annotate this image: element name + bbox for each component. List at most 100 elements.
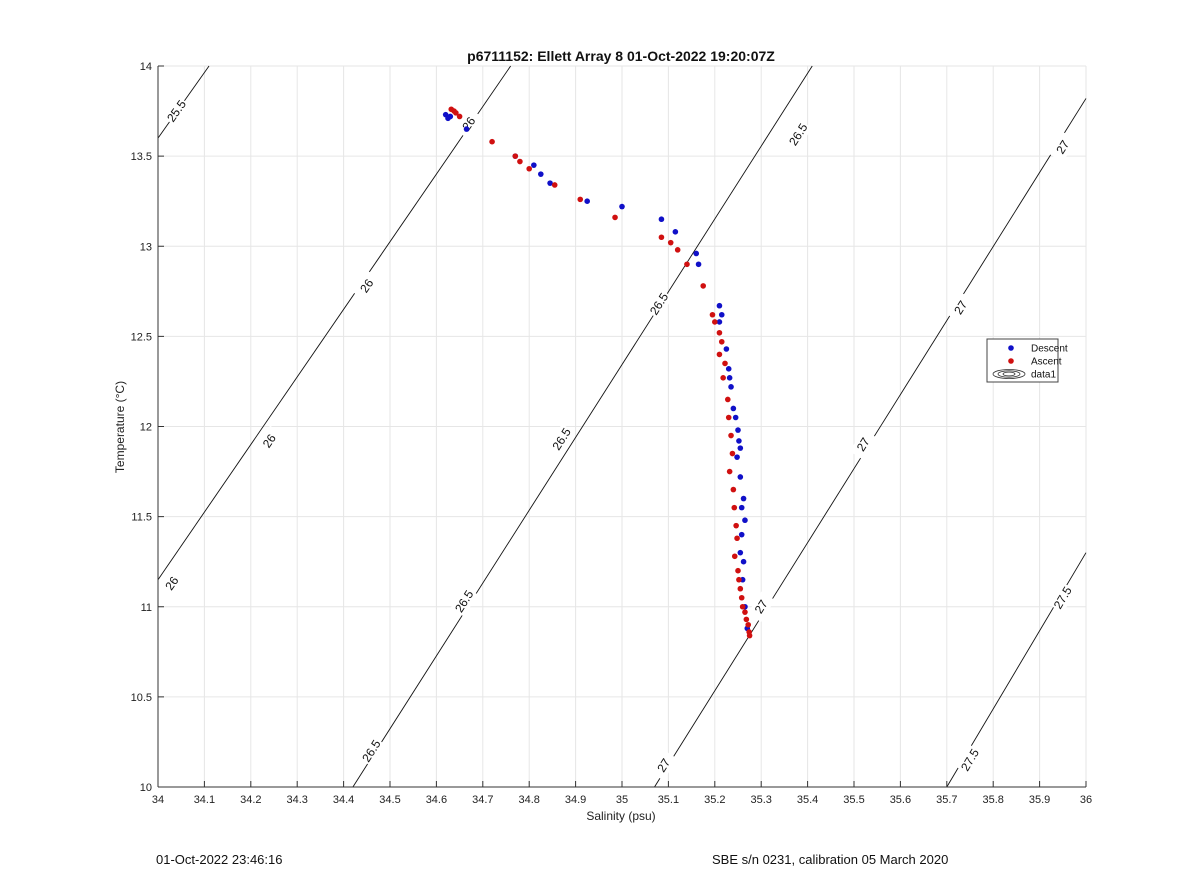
- x-tick-label: 34.7: [472, 794, 493, 806]
- footer-calibration-note: SBE s/n 0231, calibration 05 March 2020: [712, 852, 949, 867]
- ascent-point: [739, 603, 746, 610]
- chart-title: p6711152: Ellett Array 8 01-Oct-2022 19:…: [467, 48, 775, 64]
- descent-point: [734, 454, 740, 460]
- contour-label-bg: [162, 95, 191, 127]
- legend: Descent Ascent data1: [986, 338, 1068, 383]
- descent-point: [463, 126, 470, 132]
- ascent-point: [716, 329, 723, 336]
- y-tick-label: 12: [140, 422, 152, 434]
- descent-point: [531, 162, 537, 168]
- descent-point: [735, 427, 741, 433]
- descent-point: [658, 216, 665, 223]
- legend-label: Ascent: [1031, 357, 1062, 368]
- descent-point: [718, 311, 725, 318]
- descent-point: [693, 250, 700, 257]
- descent-point: [737, 549, 744, 556]
- descent-point: [619, 203, 625, 210]
- ascent-point: [718, 338, 725, 345]
- legend-contour-icon: [992, 369, 1026, 379]
- y-tick-label: 10: [140, 782, 152, 794]
- ascent-point: [456, 113, 463, 120]
- y-tick-label: 12.5: [131, 331, 152, 343]
- descent-point: [723, 346, 730, 352]
- axes: [157, 65, 1087, 788]
- x-tick-label: 34.2: [240, 794, 261, 806]
- ascent-point: [730, 486, 737, 493]
- legend-contour-icon: [997, 370, 1021, 378]
- descent-point: [736, 438, 742, 444]
- ascent-point: [728, 432, 734, 439]
- x-tick-label: 35.5: [843, 794, 864, 806]
- contour-label-bg: [650, 750, 678, 781]
- contour-label-bg: [157, 568, 186, 599]
- ascent-point: [738, 594, 745, 601]
- contour-label-bg: [747, 591, 775, 623]
- ascent-point: [658, 234, 665, 241]
- data-points: [442, 106, 753, 639]
- ascent-point: [712, 319, 718, 325]
- descent-point: [732, 414, 739, 421]
- descent-point: [672, 229, 679, 235]
- descent-point: [725, 366, 732, 372]
- ascent-point: [731, 553, 738, 560]
- ascent-point: [517, 158, 523, 165]
- descent-point: [740, 495, 747, 502]
- contour-label-bg: [547, 423, 576, 455]
- ascent-point: [745, 621, 752, 628]
- ascent-point: [551, 182, 558, 188]
- contour-label-bg: [645, 288, 673, 320]
- descent-point: [737, 445, 744, 451]
- descent-point: [716, 302, 723, 309]
- x-tick-labels: 34 34.1 34.2 34.3 34.4 34.5 34.6 34.7 34.8 34.9 35…: [152, 794, 1092, 806]
- ascent-point: [734, 535, 740, 542]
- ascent-point: [724, 396, 731, 403]
- contour-label-bg: [255, 425, 284, 457]
- x-tick-label: 35.9: [1029, 794, 1050, 806]
- footer-timestamp: 01-Oct-2022 23:46:16: [156, 852, 283, 867]
- contour-label-bg: [849, 429, 877, 460]
- ascent-point: [700, 283, 706, 289]
- ascent-point: [736, 576, 742, 583]
- ascent-point: [577, 196, 584, 203]
- ascent-point: [743, 616, 750, 623]
- ascent-point: [746, 632, 753, 639]
- x-tick-label: 35.7: [936, 794, 957, 806]
- descent-point: [740, 558, 747, 565]
- descent-point: [730, 405, 737, 412]
- ascent-point: [489, 138, 495, 145]
- descent-point: [738, 531, 745, 538]
- x-tick-label: 35.2: [704, 794, 725, 806]
- ascent-point: [725, 414, 732, 421]
- ascent-point: [684, 261, 690, 268]
- x-tick-label: 35: [616, 794, 628, 806]
- descent-point: [538, 171, 544, 177]
- descent-point: [695, 261, 702, 268]
- ascent-point: [731, 504, 738, 511]
- ascent-point: [612, 214, 618, 221]
- x-tick-label: 34: [152, 794, 164, 806]
- x-tick-label: 34.1: [194, 794, 215, 806]
- ascent-point: [742, 609, 748, 615]
- ascent-point: [667, 239, 674, 246]
- contour-label-bg: [450, 586, 478, 617]
- ascent-point: [729, 450, 736, 457]
- legend-label: data1: [1031, 370, 1056, 381]
- descent-point: [726, 375, 733, 381]
- ascent-point: [709, 311, 716, 318]
- x-tick-label: 35.6: [890, 794, 911, 806]
- legend-marker-descent: [1008, 345, 1014, 351]
- contour-line-26-5: [352, 65, 813, 788]
- ascent-point: [674, 247, 681, 253]
- contour-label-bg: [1049, 582, 1077, 613]
- y-tick-labels: 10 10.5 11 11.5 12 12.5 13 13.5 14: [131, 61, 152, 794]
- legend-label: Descent: [1031, 344, 1068, 355]
- ascent-point: [735, 567, 741, 574]
- y-tick-label: 13: [140, 241, 152, 253]
- contour-label-bg: [1049, 131, 1077, 163]
- ascent-point: [526, 165, 532, 172]
- ascent-point: [453, 110, 459, 116]
- descent-point: [728, 384, 734, 390]
- x-tick-label: 34.9: [565, 794, 586, 806]
- y-tick-label: 14: [140, 61, 152, 73]
- contour-label-bg: [357, 735, 386, 767]
